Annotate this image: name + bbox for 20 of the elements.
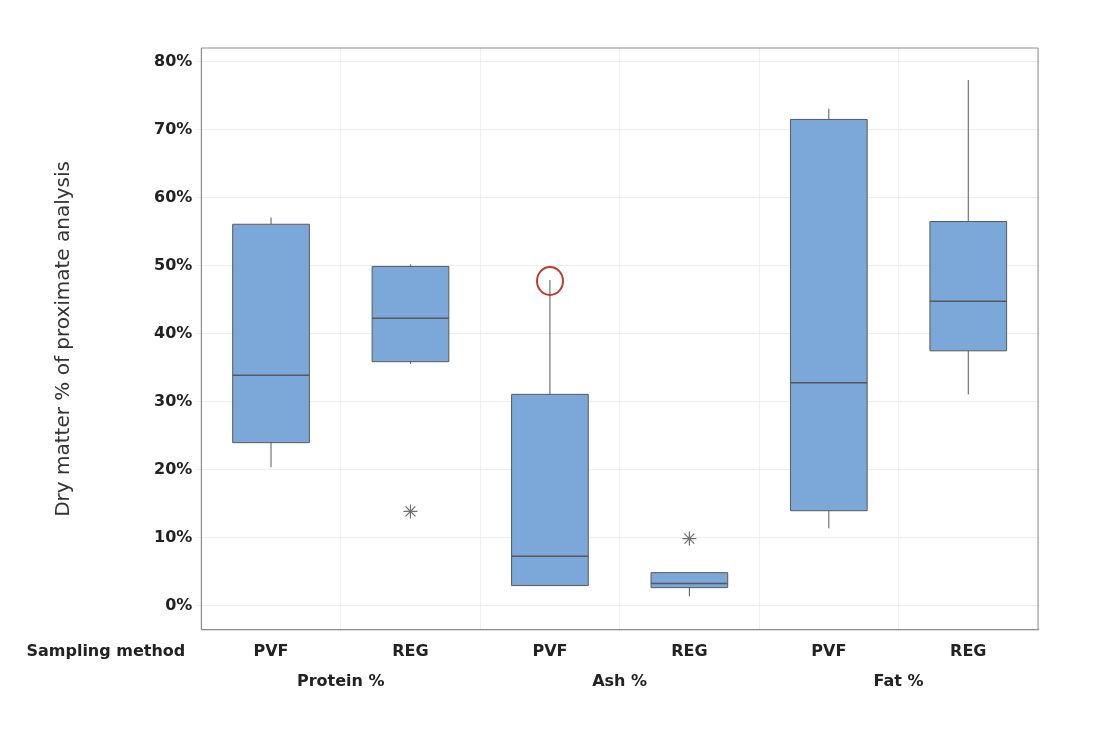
y-tick-label: 20% [154,459,193,479]
x-tick-label: PVF [532,640,568,660]
y-tick-label: 60% [154,186,193,206]
y-axis-title: Dry matter % of proximate analysis [50,160,75,517]
x-tick-label: PVF [811,640,847,660]
y-tick-label: 70% [154,118,193,138]
x-tick-label: PVF [253,640,289,660]
text: Ash % [592,670,648,690]
x-tick-label: REG [671,640,708,660]
text: Protein % [296,670,385,690]
y-tick-label: 10% [154,527,193,547]
text: Fat % [873,670,924,690]
y-tick-label: 80% [154,50,193,70]
text: Sampling method [26,640,186,660]
y-tick-label: 50% [154,254,193,274]
y-tick-label: 0% [165,595,193,615]
x-tick-label: REG [950,640,987,660]
y-tick-label: 40% [154,322,193,342]
x-tick-label: REG [392,640,429,660]
y-tick-label: 30% [154,391,193,410]
